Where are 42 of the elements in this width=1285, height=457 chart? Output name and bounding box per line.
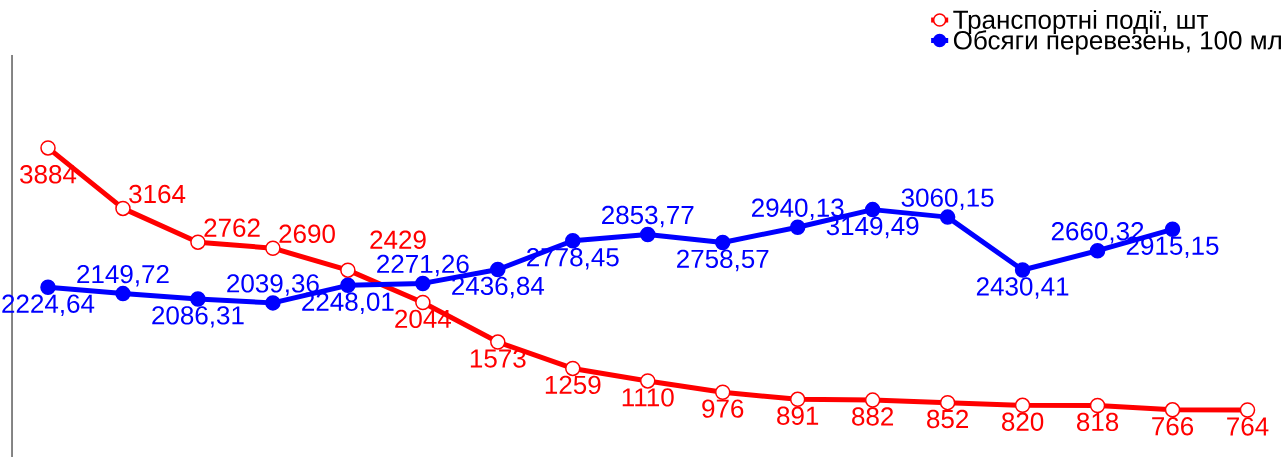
data-label: 1259: [545, 375, 601, 395]
point: [115, 200, 131, 217]
point: [714, 384, 731, 400]
data-label: 818: [1077, 412, 1119, 432]
data-label: 852: [927, 409, 968, 429]
data-label: 2758,57: [677, 249, 769, 272]
data-label: 3884: [20, 165, 77, 184]
data-label: 2430,41: [976, 277, 1069, 299]
data-label: 1110: [622, 388, 674, 407]
data-label: 3164: [129, 184, 186, 204]
data-label: 3060,15: [901, 188, 994, 210]
point: [490, 334, 506, 350]
data-label: 766: [1152, 417, 1194, 436]
point: [789, 219, 806, 235]
point: [265, 240, 281, 256]
data-label: 2149,72: [77, 264, 169, 287]
data-label: 891: [777, 406, 819, 425]
point: [864, 392, 881, 408]
point: [190, 291, 206, 307]
data-label: 764: [1227, 417, 1269, 436]
point: [1239, 402, 1256, 418]
data-label: 882: [852, 407, 894, 426]
point: [1164, 402, 1181, 418]
point: [1014, 262, 1031, 278]
point: [640, 373, 656, 389]
point: [40, 140, 56, 156]
data-label: 820: [1002, 412, 1044, 431]
data-label: 2436,84: [452, 276, 545, 299]
point: [340, 262, 356, 278]
point: [939, 209, 956, 225]
data-label: 2086,31: [152, 306, 244, 328]
data-label: 2044: [395, 309, 451, 329]
data-label: 976: [702, 399, 744, 418]
point: [265, 295, 281, 311]
data-label: 2271,26: [377, 254, 469, 277]
data-label: 2690: [279, 224, 335, 244]
point: [565, 233, 581, 249]
data-label: 2429: [370, 230, 426, 249]
data-label: 2224,64: [2, 294, 95, 316]
point: [190, 234, 206, 250]
data-label: 2762: [204, 218, 260, 237]
data-label: 2853,77: [602, 205, 694, 228]
